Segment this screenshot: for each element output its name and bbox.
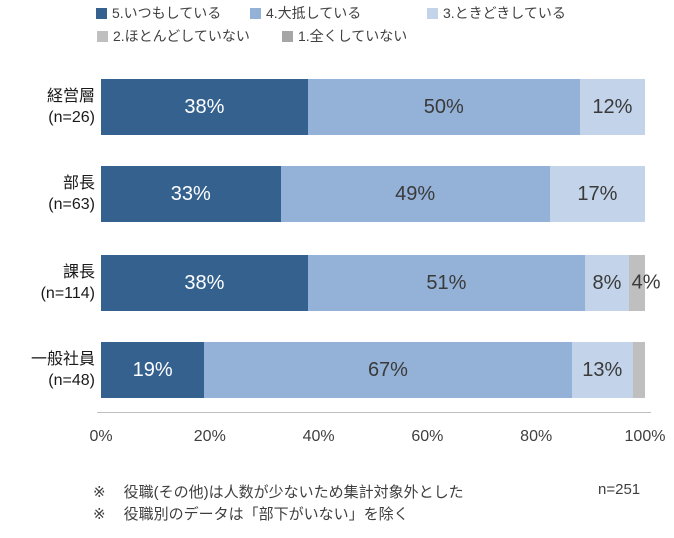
bar-row: 部長 (n=63) 33% 49% 17% xyxy=(0,166,674,222)
legend-swatch-icon xyxy=(282,30,293,42)
bar-segment-label: 17% xyxy=(577,182,618,205)
footnote-marker: ※ xyxy=(93,506,106,523)
category-label: 部長 (n=63) xyxy=(0,166,95,222)
legend-swatch-icon xyxy=(427,7,438,19)
bar-segment: 50% xyxy=(307,79,580,135)
category-n: (n=114) xyxy=(40,285,95,302)
bar-row: 経営層 (n=26) 38% 50% 12% xyxy=(0,79,674,135)
legend-item: 4.大抵している xyxy=(250,3,361,23)
bar-segment: 13% xyxy=(571,342,634,398)
x-axis-line xyxy=(97,412,651,413)
x-axis-tick-label: 60% xyxy=(411,428,444,445)
legend-swatch-icon xyxy=(97,30,108,42)
bar-segment-label: 49% xyxy=(395,182,436,205)
category-n: (n=26) xyxy=(48,109,95,126)
bar-segment: 67% xyxy=(204,342,572,398)
category-label: 課長 (n=114) xyxy=(0,255,95,311)
bar-segment xyxy=(633,342,645,398)
bar-segment: 49% xyxy=(280,166,550,222)
bar-segment-label: 51% xyxy=(426,271,467,294)
bar-segment-label: 50% xyxy=(423,95,464,118)
x-axis-tick-label: 0% xyxy=(89,428,113,445)
bar-segment-label: 8% xyxy=(592,271,622,294)
stacked-bar: 19% 67% 13% xyxy=(101,342,645,398)
bar-segment-label: 33% xyxy=(170,182,211,205)
bar-segment: 19% xyxy=(101,342,205,398)
category-label: 一般社員 (n=48) xyxy=(0,342,95,398)
category-name: 課長 xyxy=(62,264,95,281)
legend-label: 2.ほとんどしていない xyxy=(113,28,250,44)
category-name: 部長 xyxy=(62,175,95,192)
bar-segment-label: 38% xyxy=(184,271,225,294)
category-label: 経営層 (n=26) xyxy=(0,79,95,135)
bar-segment: 12% xyxy=(579,79,645,135)
bar-row: 課長 (n=114) 38% 51% 8% 4% xyxy=(0,255,674,311)
stacked-bar: 38% 50% 12% xyxy=(101,79,645,135)
legend-item: 5.いつもしている xyxy=(96,3,221,23)
x-axis-tick-label: 80% xyxy=(520,428,553,445)
x-axis-tick-label: 20% xyxy=(193,428,226,445)
stacked-bar: 33% 49% 17% xyxy=(101,166,645,222)
bar-segment-label: 19% xyxy=(132,358,173,381)
bar-segment-label: 67% xyxy=(367,358,408,381)
bar-segment: 38% xyxy=(101,255,308,311)
legend-item: 2.ほとんどしていない xyxy=(97,26,250,46)
footnote-text: 役職別のデータは「部下がいない」を除く xyxy=(123,506,409,523)
legend-swatch-icon xyxy=(96,7,107,19)
stacked-bar: 38% 51% 8% 4% xyxy=(101,255,661,311)
footnote-text: 役職(その他)は人数が少ないため集計対象外とした xyxy=(123,484,464,501)
legend-item: 1.全くしていない xyxy=(282,26,407,46)
bar-segment: 4% xyxy=(628,255,661,311)
legend-row-2: 2.ほとんどしていない 1.全くしていない xyxy=(0,26,674,46)
legend-label: 3.ときどきしている xyxy=(443,5,566,21)
bar-segment: 51% xyxy=(307,255,586,311)
bar-segment-label: 12% xyxy=(592,95,633,118)
footnote-2: ※ 役職別のデータは「部下がいない」を除く xyxy=(93,503,409,524)
category-name: 経営層 xyxy=(46,88,95,105)
bar-row: 一般社員 (n=48) 19% 67% 13% xyxy=(0,342,674,398)
legend-row-1: 5.いつもしている 4.大抵している 3.ときどきしている xyxy=(0,3,674,23)
bar-segment-label: 13% xyxy=(582,358,623,381)
footnote-1: ※ 役職(その他)は人数が少ないため集計対象外とした xyxy=(93,481,464,502)
legend-label: 4.大抵している xyxy=(266,5,362,21)
category-n: (n=48) xyxy=(48,372,95,389)
legend-label: 1.全くしていない xyxy=(298,28,408,44)
bar-segment: 38% xyxy=(101,79,308,135)
category-n: (n=63) xyxy=(48,196,95,213)
legend-swatch-icon xyxy=(250,7,261,19)
footnote-marker: ※ xyxy=(93,484,106,501)
bar-segment-label: 38% xyxy=(184,95,225,118)
bar-segment: 33% xyxy=(101,166,281,222)
x-axis-tick-label: 100% xyxy=(624,428,666,445)
bar-segment: 17% xyxy=(549,166,645,222)
x-axis-tick-label: 40% xyxy=(302,428,335,445)
category-name: 一般社員 xyxy=(30,351,95,368)
bar-segment: 8% xyxy=(585,255,629,311)
legend-item: 3.ときどきしている xyxy=(427,3,566,23)
legend-label: 5.いつもしている xyxy=(112,5,222,21)
sample-size-label: n=251 xyxy=(598,481,641,498)
bar-segment-label: 4% xyxy=(631,271,661,294)
